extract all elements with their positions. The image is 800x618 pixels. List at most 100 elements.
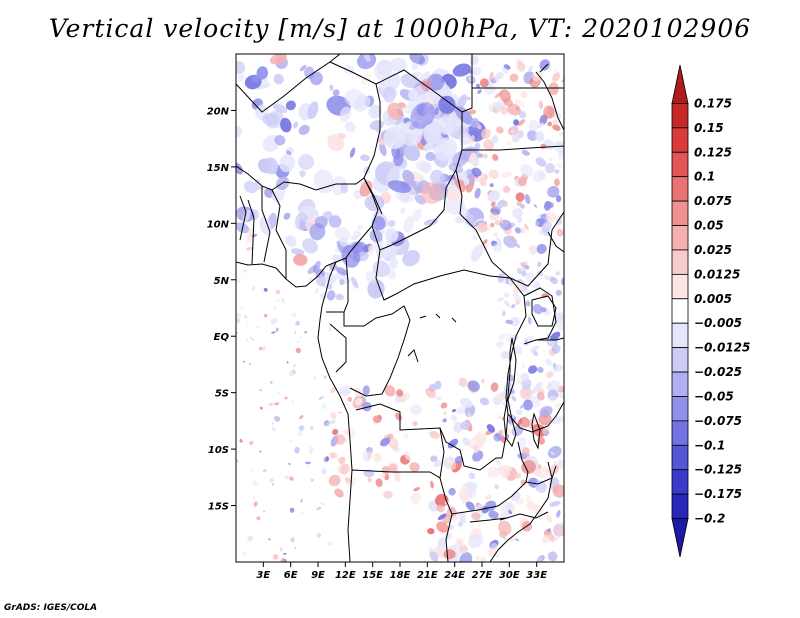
lake-kariba [469,517,507,523]
colorbar-label: −0.005 [694,316,742,330]
field-patch [492,153,499,161]
border-libya-egypt [461,54,473,113]
field-patch [270,317,278,325]
field-patch [402,249,420,267]
field-patch [537,556,544,562]
colorbar-label: 0.005 [694,292,732,306]
field-patch [454,106,474,125]
field-patch [251,338,255,342]
inland-water-marks-2 [407,349,419,363]
field-patch [442,418,447,423]
field-patch [349,147,356,158]
field-patch [516,267,523,275]
field-patch [250,470,254,474]
field-patch [375,478,383,488]
field-patch [248,440,254,446]
field-patch [450,414,458,422]
field-patch [517,418,523,427]
field-patch [488,169,499,180]
field-patch [467,75,475,83]
field-patch [339,236,349,247]
field-patch [553,535,560,542]
field-patch [410,492,422,505]
field-patch [536,382,540,389]
field-patch [259,450,262,453]
field-patch [559,131,564,137]
field-patch [395,396,401,403]
field-patch [480,378,485,384]
field-patch [339,106,352,122]
field-patch [272,554,279,560]
field-patch [380,473,386,479]
field-patch [468,533,483,549]
field-patch [430,455,438,462]
field-patch [467,380,480,392]
lat-tick-label: 5N [214,276,230,287]
field-patch [272,482,275,486]
field-patch [490,542,498,550]
field-patch [324,375,327,379]
field-patch [510,316,520,327]
field-patch [294,547,297,549]
border-car [375,249,511,301]
field-patch [260,406,263,410]
field-patch [437,513,447,521]
field-patch [435,396,442,401]
field-patch [503,185,511,194]
field-patch [448,525,454,530]
field-patch [332,428,339,436]
field-patch [524,194,531,205]
colorbar-label: 0.025 [694,243,732,257]
field-patch [423,123,441,145]
field-patch [550,451,555,456]
field-patch [454,456,464,464]
border-gabon [329,323,347,373]
field-patch [290,248,305,255]
field-patch [532,303,543,315]
colorbar-label: −0.125 [694,463,742,477]
field-patch [486,424,496,433]
field-patch [519,387,533,400]
field-patch [556,162,563,168]
field-patch [513,292,522,303]
field-patch [465,501,475,511]
field-patch [520,164,534,177]
field-patch [516,378,521,384]
field-patch [262,113,280,126]
field-patch [535,157,547,167]
field-patch [236,61,246,74]
field-patch [457,521,464,527]
colorbar-label: −0.05 [694,390,734,404]
field-patch [558,522,564,525]
field-patch [528,245,537,255]
field-patch [536,243,547,254]
field-patch [462,437,470,446]
colorbar-swatch [671,493,689,519]
field-patch [443,549,456,560]
field-patch [501,390,510,398]
field-patch [368,244,376,253]
field-patch [371,216,386,231]
field-patch [299,335,302,339]
field-patch [556,228,564,237]
field-patch [498,520,512,536]
field-patch [296,340,300,344]
field-patch [479,78,489,88]
colorbar-swatch [671,249,689,275]
coastline-sinai [539,63,549,73]
field-patch [532,504,544,515]
field-patch [508,509,512,515]
field-patch [503,98,514,107]
field-patch [512,208,523,219]
field-patch [515,192,525,202]
field-patch [294,446,300,454]
border-togo [239,195,247,241]
field-patch [544,162,556,174]
field-patch [517,177,527,187]
field-patch [499,217,504,224]
chart-title: Vertical velocity [m/s] at 1000hPa, VT: … [48,14,752,43]
field-patch [534,220,540,227]
field-patch [456,538,464,546]
field-patch [510,491,521,502]
field-patch [470,117,480,128]
